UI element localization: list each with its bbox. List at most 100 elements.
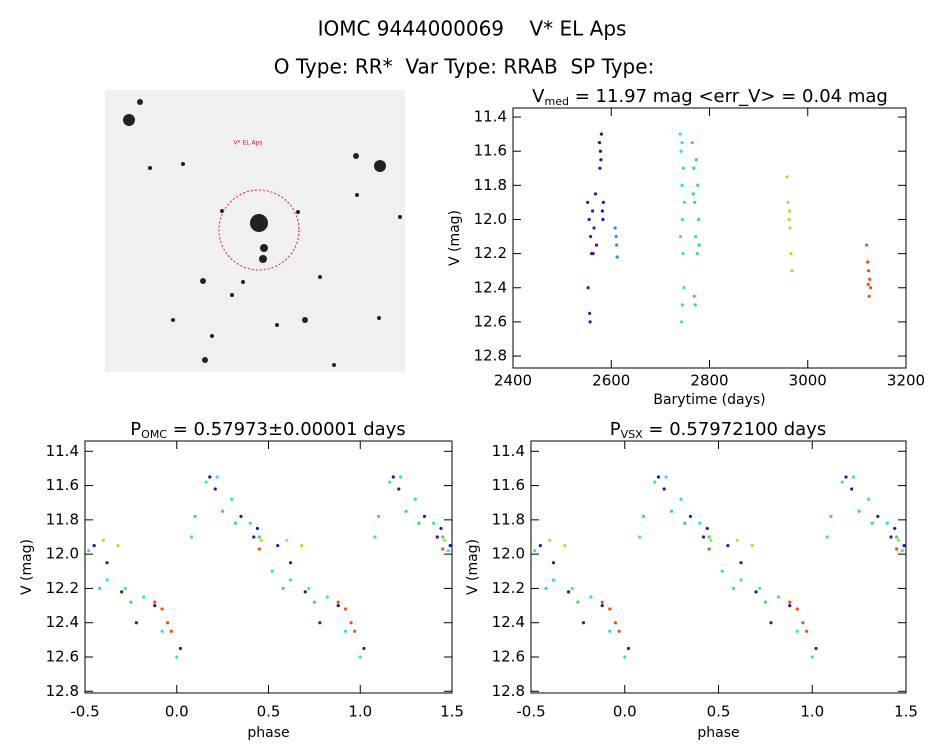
data-point — [165, 621, 170, 625]
data-point — [448, 543, 452, 548]
data-point — [388, 480, 392, 484]
data-point — [613, 621, 617, 625]
data-point — [653, 480, 657, 484]
data-point — [614, 234, 618, 239]
data-point — [693, 303, 697, 307]
data-point — [586, 200, 590, 205]
data-point — [623, 655, 627, 659]
chart-title: Vmed = 11.97 mag <err_V> = 0.04 mag — [532, 86, 888, 108]
x-tick-label: 0.5 — [257, 703, 281, 721]
data-point — [215, 475, 219, 479]
data-point — [844, 475, 848, 479]
x-tick-label: 2800 — [690, 372, 728, 390]
data-point — [867, 294, 871, 298]
data-point — [608, 607, 612, 611]
data-point — [336, 600, 340, 604]
data-point — [230, 497, 234, 501]
page-title: IOMC 9444000069 V* EL Aps — [318, 17, 627, 41]
data-point — [343, 607, 348, 611]
data-point — [707, 535, 711, 539]
y-tick-label: 12.4 — [46, 613, 79, 631]
y-tick-label: 12.4 — [474, 278, 507, 296]
y-tick-label: 11.6 — [474, 142, 507, 160]
data-point — [255, 526, 260, 531]
y-tick-label: 12.2 — [492, 579, 525, 597]
data-point — [175, 655, 179, 659]
data-point — [441, 547, 445, 551]
y-tick-label: 11.8 — [474, 176, 507, 194]
data-point — [336, 603, 340, 608]
data-point — [690, 141, 694, 145]
data-point — [598, 149, 603, 153]
x-axis-label: Barytime (days) — [653, 392, 765, 408]
y-axis-label: V (mag) — [465, 539, 481, 595]
image-label: V* EL Aps — [233, 140, 262, 147]
data-point — [551, 561, 556, 565]
data-point — [303, 590, 307, 594]
data-point — [208, 475, 212, 479]
data-point — [810, 655, 814, 659]
data-point — [694, 158, 698, 162]
data-point — [680, 303, 685, 307]
y-tick-label: 12.2 — [474, 244, 507, 262]
plot-frame — [530, 440, 907, 694]
data-point — [617, 629, 621, 633]
data-point — [551, 578, 556, 582]
data-point — [789, 252, 793, 256]
data-point — [592, 226, 596, 230]
data-point — [680, 141, 684, 145]
data-point — [288, 578, 293, 582]
data-point — [129, 600, 133, 604]
data-point — [638, 535, 642, 539]
data-point — [570, 586, 574, 591]
data-point — [889, 535, 893, 539]
data-point — [870, 521, 874, 525]
data-point — [776, 595, 781, 599]
data-point — [432, 521, 436, 525]
data-point — [116, 543, 120, 548]
data-point — [615, 243, 619, 247]
data-point — [373, 535, 377, 539]
data-point — [868, 277, 872, 281]
plot-frame — [512, 107, 907, 369]
data-point — [679, 320, 684, 324]
data-point — [788, 600, 792, 604]
data-point — [850, 487, 854, 491]
x-tick-label: 0.0 — [613, 703, 637, 721]
y-tick-label: 11.6 — [492, 476, 525, 494]
data-point — [735, 538, 739, 543]
data-point — [142, 595, 146, 599]
data-point — [895, 535, 899, 539]
data-point — [840, 480, 844, 484]
data-point — [698, 521, 702, 525]
y-tick-label: 12.6 — [474, 312, 507, 330]
data-point — [204, 480, 208, 484]
title-part: = 0.57972100 days — [643, 419, 827, 440]
data-point — [439, 526, 443, 531]
data-point — [726, 543, 730, 548]
data-point — [422, 514, 427, 519]
y-tick-label: 11.4 — [46, 442, 79, 460]
data-point — [601, 200, 605, 205]
data-point — [377, 514, 381, 519]
data-point — [600, 603, 604, 608]
y-tick-label: 11.4 — [474, 108, 507, 126]
chart-title: PVSX = 0.57972100 days — [610, 419, 826, 441]
data-point — [399, 475, 403, 479]
data-point — [538, 543, 542, 548]
data-point — [709, 538, 713, 543]
data-point — [857, 509, 861, 513]
data-point — [731, 586, 736, 591]
x-tick-label: -0.5 — [516, 703, 545, 721]
x-tick-label: 0.5 — [707, 703, 731, 721]
data-point — [697, 243, 701, 247]
y-axis-label: V (mag) — [19, 539, 35, 595]
data-point — [656, 475, 661, 479]
title-part: V — [532, 86, 545, 107]
title-part: = 0.57973±0.00001 days — [167, 419, 406, 440]
data-point — [786, 200, 790, 205]
x-tick-label: 0.0 — [165, 703, 189, 721]
data-point — [788, 603, 792, 608]
data-point — [600, 600, 604, 604]
